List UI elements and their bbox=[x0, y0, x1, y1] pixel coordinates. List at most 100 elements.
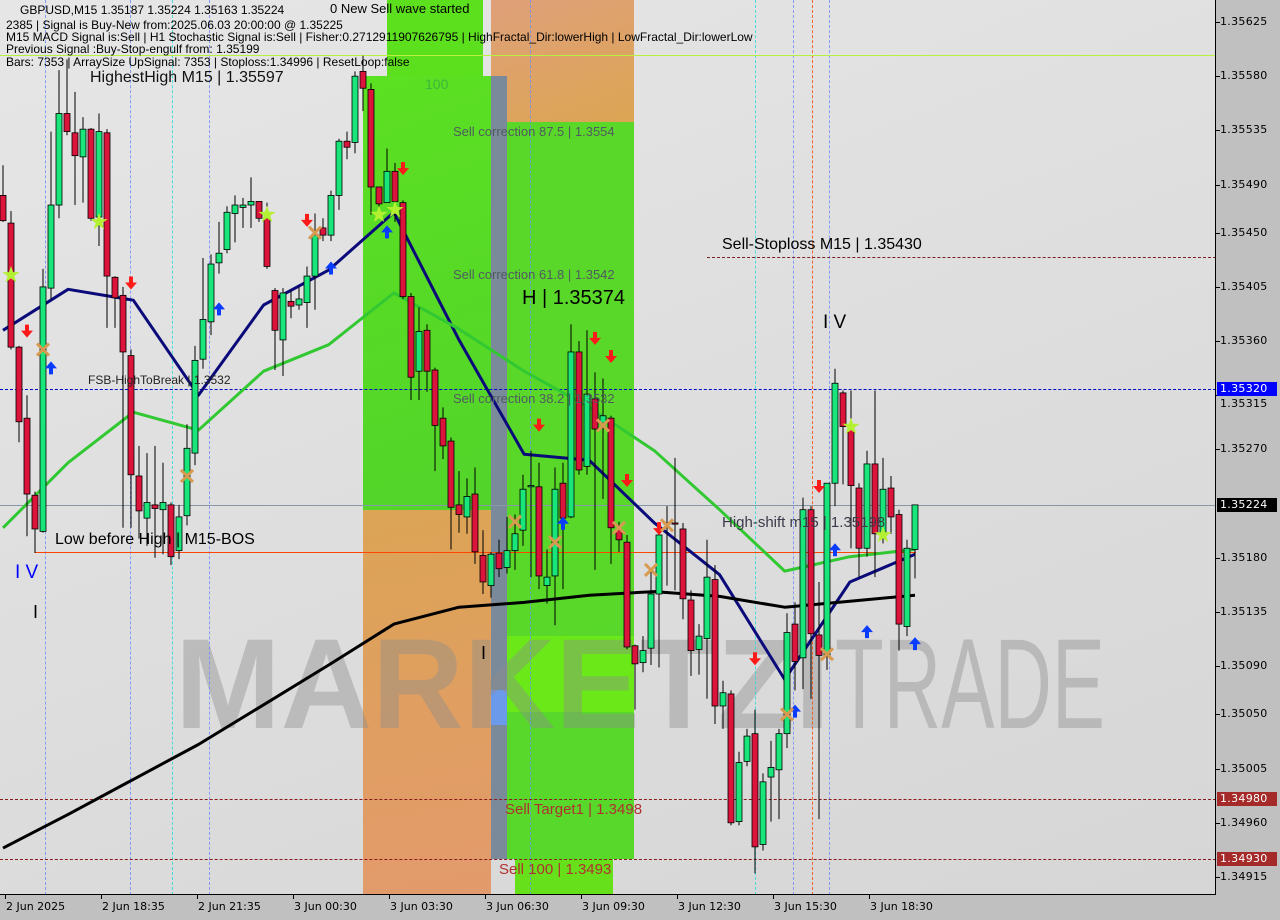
cycle-line bbox=[530, 0, 531, 894]
bull-candle bbox=[55, 113, 63, 206]
price-tick-label: 1.35580 bbox=[1220, 69, 1268, 83]
price-tick-label: 1.35490 bbox=[1220, 177, 1268, 191]
bear-candle bbox=[0, 195, 7, 222]
bull-candle bbox=[823, 482, 831, 656]
bear-candle bbox=[319, 227, 327, 236]
bear-candle bbox=[727, 693, 735, 824]
bear-candle bbox=[119, 294, 127, 353]
ma-fast-line bbox=[2, 210, 916, 681]
bear-candle bbox=[815, 634, 823, 656]
ma-slow-line bbox=[2, 590, 916, 850]
bull-candle bbox=[903, 547, 911, 627]
low-before-high-label: Low before High | M15-BOS bbox=[55, 531, 255, 548]
price-marker-label: 1.35320 bbox=[1217, 382, 1277, 397]
buy-arrow-icon bbox=[861, 625, 873, 639]
candlestick-chart bbox=[0, 55, 921, 874]
bull-candle bbox=[95, 131, 103, 218]
bear-candle bbox=[607, 417, 615, 529]
buy-arrow-icon bbox=[213, 302, 225, 316]
fsb-high-line[interactable] bbox=[0, 389, 1215, 390]
bull-candle bbox=[511, 533, 519, 552]
watermark-logo: MARKETZI TRADE bbox=[175, 613, 1105, 756]
price-tick-label: 1.35180 bbox=[1220, 550, 1268, 564]
time-tick-label: 3 Jun 00:30 bbox=[294, 900, 357, 913]
price-axis[interactable]: 1.35625 1.35580 1.35535 1.35490 1.35450 1.354… bbox=[1216, 0, 1280, 895]
bull-candle bbox=[239, 204, 247, 208]
bull-candle bbox=[527, 485, 535, 488]
bull-candle bbox=[703, 576, 711, 639]
sell-target1-label: Sell Target1 | 1.3498 bbox=[505, 801, 643, 818]
time-tick-label: 3 Jun 12:30 bbox=[678, 900, 741, 913]
cross-icon bbox=[595, 418, 611, 433]
buy-arrow-icon bbox=[909, 637, 921, 651]
bear-candle bbox=[791, 623, 799, 662]
price-tick-label: 1.35050 bbox=[1220, 707, 1268, 721]
sell-arrow-icon bbox=[589, 331, 601, 345]
bear-candle bbox=[887, 487, 895, 518]
bear-candle bbox=[71, 132, 79, 157]
wave-i-left-label: I bbox=[33, 602, 39, 622]
time-tick-label: 3 Jun 18:30 bbox=[870, 900, 933, 913]
sell-target1-line[interactable] bbox=[0, 799, 1215, 800]
bull-candle bbox=[143, 502, 151, 519]
cross-icon bbox=[179, 468, 195, 484]
highest-high-label: HighestHigh M15 | 1.35597 bbox=[90, 69, 284, 86]
bear-candle bbox=[671, 522, 679, 525]
bear-candle bbox=[399, 202, 407, 297]
bull-candle bbox=[567, 351, 575, 518]
sell-stoploss-line[interactable] bbox=[707, 257, 1215, 258]
watermark-light: TRADE bbox=[835, 613, 1105, 756]
cross-icon bbox=[35, 342, 51, 357]
bars-line: Bars: 7353 | ArraySize UpSignal: 7353 | … bbox=[6, 55, 410, 69]
bear-candle bbox=[623, 541, 631, 648]
cross-icon bbox=[507, 514, 523, 529]
bear-candle bbox=[127, 355, 135, 476]
chart-plot-area[interactable]: MARKETZI TRADE 100 Sell correction 87.5 … bbox=[0, 0, 1216, 895]
sell-zone-steel-bar bbox=[491, 76, 507, 859]
sell-zone-orange-top bbox=[491, 0, 634, 122]
sell-zone-green-band bbox=[507, 636, 634, 712]
sell-correction-875-label: Sell correction 87.5 | 1.3554 bbox=[453, 124, 615, 139]
bear-candle bbox=[575, 351, 583, 471]
star-icon bbox=[386, 200, 404, 218]
sell-arrow-icon bbox=[533, 418, 545, 432]
time-tick bbox=[101, 895, 102, 899]
sell-100-label: Sell 100 | 1.3493 bbox=[499, 861, 612, 878]
time-axis[interactable]: 2 Jun 2025 2 Jun 18:35 2 Jun 21:35 3 Jun 00… bbox=[0, 895, 1216, 920]
cross-icon bbox=[547, 535, 563, 550]
bull-candle bbox=[647, 593, 655, 649]
bear-candle bbox=[359, 70, 367, 89]
wave-iv-left-label: I V bbox=[15, 562, 39, 583]
sell-arrow-icon bbox=[813, 480, 825, 494]
bull-candle bbox=[279, 292, 287, 341]
price-tick bbox=[1216, 557, 1220, 559]
bull-candle bbox=[799, 509, 807, 659]
bull-candle bbox=[207, 263, 215, 323]
bear-candle bbox=[423, 329, 431, 372]
sell-100-line[interactable] bbox=[0, 859, 1215, 860]
time-tick bbox=[5, 895, 6, 899]
bull-candle bbox=[599, 415, 607, 424]
star-icon bbox=[842, 417, 860, 434]
bull-candle bbox=[639, 650, 647, 664]
bull-candle bbox=[215, 252, 223, 264]
bear-candle bbox=[255, 201, 263, 219]
bull-candle bbox=[159, 502, 167, 511]
bull-candle bbox=[351, 75, 359, 143]
bull-candle bbox=[719, 692, 727, 707]
price-marker-label: 1.34980 bbox=[1217, 791, 1277, 806]
bull-candle bbox=[327, 195, 335, 236]
buy-arrow-icon bbox=[829, 543, 841, 557]
bear-candle bbox=[751, 733, 759, 848]
star-icon bbox=[258, 205, 276, 222]
price-tick bbox=[1216, 232, 1220, 234]
bull-candle bbox=[415, 331, 423, 372]
bull-candle bbox=[463, 496, 471, 518]
price-tick-label: 1.35135 bbox=[1220, 605, 1268, 619]
new-wave-label: 0 New Sell wave started bbox=[330, 1, 470, 16]
price-tick-label: 1.35625 bbox=[1220, 15, 1268, 28]
cross-icon bbox=[819, 647, 835, 662]
bull-candle bbox=[695, 635, 703, 650]
star-icon bbox=[370, 205, 388, 222]
bear-candle bbox=[167, 504, 175, 558]
